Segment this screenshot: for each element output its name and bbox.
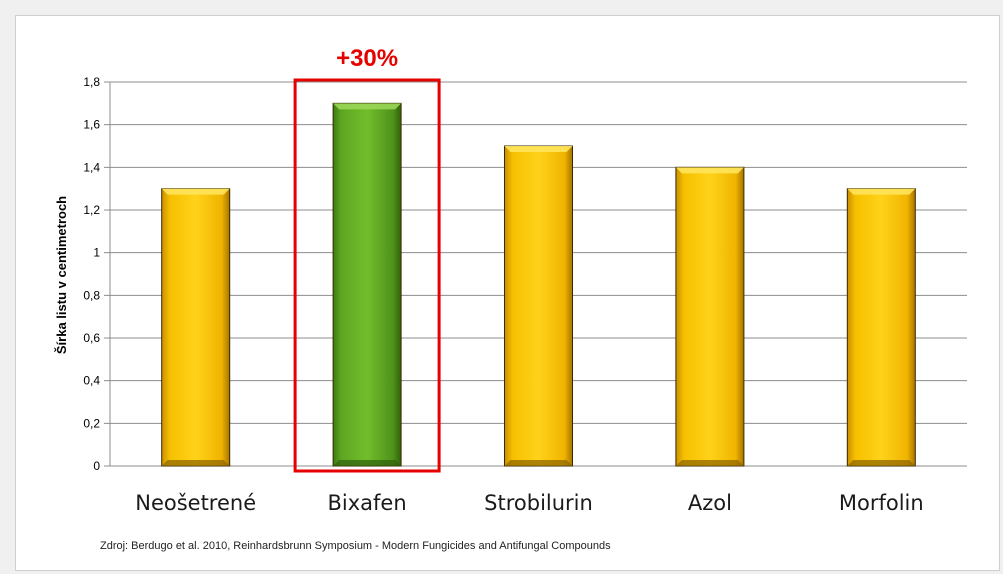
y-axis-label: Šírka listu v centimetroch [54, 196, 69, 354]
y-tick-label: 1,6 [83, 118, 100, 132]
bar-bixafen [332, 102, 402, 467]
x-tick-label: Azol [688, 491, 732, 515]
bar-strobilurin [504, 145, 573, 467]
highlight-label: +30% [336, 45, 398, 72]
bar-bottom-bevel [847, 460, 916, 466]
x-tick-label: Bixafen [328, 491, 407, 515]
bar [846, 188, 916, 467]
bars [161, 102, 916, 467]
y-tick-label: 0,4 [83, 374, 100, 388]
bar-bottom-bevel [333, 460, 402, 466]
bar-top-bevel [504, 146, 573, 152]
y-tick-label: 0,2 [83, 416, 100, 430]
y-tick-label: 0 [93, 459, 100, 473]
y-tick-label: 1,8 [83, 75, 100, 89]
bar-neošetrené [161, 188, 231, 467]
x-tick-label: Strobilurin [484, 491, 593, 515]
y-axis-ticks: 0 0,2 0,4 0,6 0,8 1 1,2 1,4 1,6 1,8 [83, 75, 100, 473]
bar-top-bevel [333, 103, 402, 110]
bar [675, 166, 745, 467]
bar-bottom-bevel [161, 460, 230, 466]
x-tick-label: Neošetrené [135, 491, 256, 515]
bar-top-bevel [675, 167, 744, 174]
y-tick-label: 0,8 [83, 288, 100, 302]
y-tick-label: 0,6 [83, 331, 100, 345]
bar-bottom-bevel [504, 460, 573, 466]
highlight-rectangle [293, 78, 441, 473]
y-tick-label: 1 [93, 246, 100, 260]
bar [161, 188, 231, 467]
x-axis-labels: Neošetrené Bixafen Strobilurin Azol Morfolin [135, 491, 923, 515]
gridlines [104, 81, 967, 467]
y-tick-label: 1,4 [83, 160, 100, 174]
bar-morfolin [846, 188, 916, 467]
bar-top-bevel [847, 188, 916, 195]
x-tick-label: Morfolin [839, 491, 924, 515]
highlight-box: +30% [293, 45, 441, 473]
y-tick-label: 1,2 [83, 203, 100, 217]
bar-bottom-bevel [675, 460, 744, 466]
bar [504, 145, 573, 467]
bar-azol [675, 166, 745, 467]
source-note: Zdroj: Berdugo et al. 2010, Reinhardsbru… [100, 540, 611, 552]
bar-top-bevel [161, 188, 230, 195]
bar [332, 102, 402, 467]
